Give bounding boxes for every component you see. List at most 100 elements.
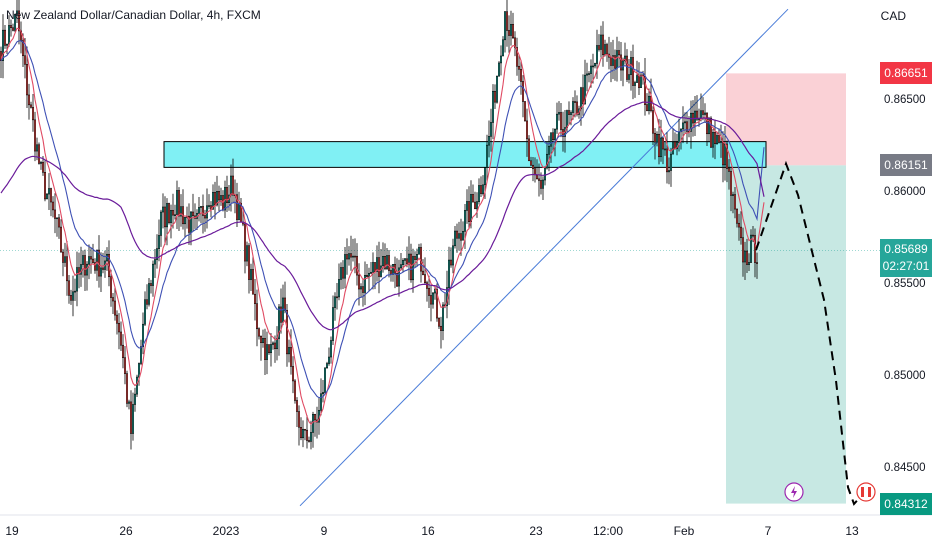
candle-up <box>596 45 598 64</box>
candle-down <box>530 160 532 166</box>
candle-up <box>470 194 472 222</box>
candle-down <box>84 255 86 276</box>
candle-up <box>88 256 90 265</box>
candle-down <box>306 429 308 441</box>
candle-up <box>86 263 88 276</box>
candle-up <box>6 43 8 46</box>
candle-down <box>450 259 452 266</box>
candle-down <box>460 233 462 241</box>
candle-down <box>18 10 20 32</box>
candle-up <box>288 347 290 355</box>
candle-up <box>76 267 78 292</box>
candle-up <box>684 121 686 124</box>
candle-up <box>8 25 10 45</box>
candle-up <box>732 194 734 196</box>
candle-up <box>448 259 450 288</box>
candle-down <box>210 205 212 210</box>
candle-up <box>590 65 592 74</box>
candle-down <box>342 267 344 279</box>
candle-down <box>426 282 428 289</box>
candle-up <box>584 74 586 104</box>
candle-down <box>652 110 654 134</box>
candle-down <box>658 133 660 158</box>
candle-up <box>434 289 436 294</box>
candle-down <box>674 141 676 150</box>
candle-down <box>336 296 338 299</box>
candle-up <box>326 363 328 369</box>
candle-down <box>268 344 270 354</box>
candle-down <box>728 168 730 172</box>
time-axis-label: 7 <box>764 524 772 538</box>
candle-up <box>344 254 346 279</box>
candle-down <box>718 135 720 143</box>
candle-down <box>290 347 292 367</box>
candle-down <box>30 104 32 108</box>
candle-down <box>274 342 276 350</box>
candle-up <box>476 201 478 210</box>
candle-down <box>102 267 104 270</box>
time-axis-label: 26 <box>119 524 133 538</box>
candle-up <box>570 112 572 115</box>
candle-up <box>550 132 552 147</box>
candle-down <box>70 295 72 301</box>
candle-down <box>298 411 300 428</box>
candle-down <box>130 401 132 434</box>
entry-price-tag: 0.86151 <box>880 154 932 177</box>
chart-title: New Zealand Dollar/Canadian Dollar, 4h, … <box>6 8 261 22</box>
candle-up <box>400 264 402 269</box>
candle-down <box>110 276 112 298</box>
candle-down <box>388 255 390 271</box>
candle-up <box>40 162 42 164</box>
slow-moving-average-line <box>0 101 765 331</box>
candle-up <box>504 11 506 41</box>
candle-up <box>442 304 444 331</box>
candle-up <box>656 133 658 143</box>
candle-down <box>752 234 754 237</box>
candle-down <box>202 206 204 216</box>
candle-up <box>148 283 150 305</box>
candle-up <box>270 344 272 354</box>
price-axis-label: 0.86500 <box>884 94 926 107</box>
candle-down <box>436 289 438 319</box>
candle-down <box>722 140 724 166</box>
candle-down <box>702 110 704 115</box>
candle-up <box>212 192 214 210</box>
candle-up <box>704 112 706 115</box>
candle-down <box>126 373 128 404</box>
candle-down <box>116 314 118 324</box>
candle-down <box>662 137 664 150</box>
candle-down <box>582 87 584 104</box>
candle-up <box>190 211 192 233</box>
candle-up <box>160 211 162 236</box>
candle-down <box>430 295 432 305</box>
take-profit-zone <box>726 165 846 504</box>
candle-up <box>276 338 278 350</box>
candle-down <box>256 303 258 330</box>
candle-up <box>386 255 388 269</box>
candle-up <box>302 428 304 439</box>
candle-up <box>492 90 494 123</box>
candle-down <box>740 226 742 239</box>
candle-up <box>310 432 312 442</box>
price-axis-label: 0.85500 <box>884 278 926 291</box>
candle-up <box>490 122 492 137</box>
candle-up <box>624 55 626 62</box>
candle-down <box>292 366 294 382</box>
candle-up <box>500 55 502 64</box>
candle-up <box>96 249 98 271</box>
candle-up <box>322 392 324 395</box>
candle-up <box>402 260 404 265</box>
candle-down <box>178 190 180 217</box>
candle-up <box>100 267 102 277</box>
candle-down <box>252 269 254 295</box>
candle-down <box>92 258 94 263</box>
candle-down <box>560 112 562 130</box>
candle-down <box>508 30 510 36</box>
candle-up <box>246 245 248 262</box>
candle-down <box>350 253 352 258</box>
candle-up <box>462 231 464 241</box>
candle-up <box>454 230 456 247</box>
candle-up <box>332 307 334 341</box>
candle-up <box>690 112 692 132</box>
